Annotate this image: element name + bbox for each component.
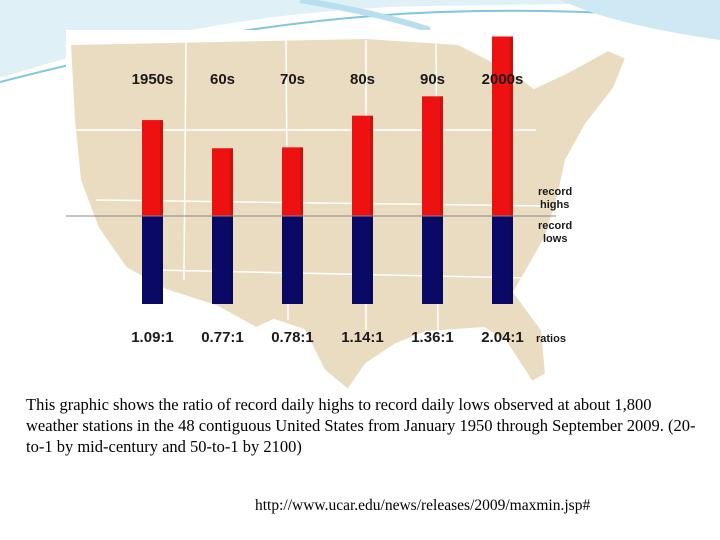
decade-label-2000s: 2000s: [482, 71, 524, 88]
bars-layer: [142, 36, 513, 305]
chart-caption: This graphic shows the ratio of record d…: [26, 395, 696, 456]
bar-record-lows-60s: [212, 216, 233, 304]
bar-record-highs-80s: [352, 115, 373, 216]
bar-shadow-70s: [300, 147, 303, 304]
bar-shadow-80s: [370, 115, 373, 305]
decade-label-1950s: 1950s: [132, 71, 174, 88]
record-highs-label-line2: highs: [540, 199, 569, 211]
decade-label-60s: 60s: [210, 71, 235, 88]
chart-canvas: 1950s 1.09:1 60s 0.77:1 70s 0.78:1 80s 1.14:1 90…: [66, 30, 642, 390]
bar-record-lows-2000s: [492, 216, 513, 304]
labels-layer: 1950s 1.09:1 60s 0.77:1 70s 0.78:1 80s 1.14:1 90…: [131, 71, 524, 346]
source-url-link[interactable]: http://www.ucar.edu/news/releases/2009/m…: [255, 497, 591, 514]
bar-record-lows-80s: [352, 216, 373, 304]
us-map-outline: [68, 36, 628, 390]
ratio-label-90s: 1.36:1: [411, 329, 454, 346]
decade-label-90s: 90s: [420, 71, 445, 88]
bar-shadow-1950s: [160, 120, 163, 304]
bar-record-highs-90s: [422, 96, 443, 216]
bar-record-highs-1950s: [142, 120, 163, 216]
bar-record-highs-60s: [212, 148, 233, 216]
ratio-chart: 1950s 1.09:1 60s 0.77:1 70s 0.78:1 80s 1.14:1 90…: [66, 30, 642, 390]
ratio-label-2000s: 2.04:1: [481, 329, 524, 346]
bar-shadow-2000s: [510, 36, 513, 304]
record-highs-label-line1: record: [538, 186, 572, 198]
ratio-label-80s: 1.14:1: [341, 329, 384, 346]
bar-record-highs-2000s: [492, 36, 513, 217]
bar-record-lows-90s: [422, 216, 443, 304]
bar-record-lows-1950s: [142, 216, 163, 304]
ratio-label-1950s: 1.09:1: [131, 329, 174, 346]
bar-shadow-60s: [230, 148, 233, 304]
record-lows-label-line2: lows: [543, 233, 567, 245]
bar-record-lows-70s: [282, 216, 303, 304]
decade-label-70s: 70s: [280, 71, 305, 88]
bar-shadow-90s: [440, 96, 443, 304]
record-lows-label-line1: record: [538, 220, 572, 232]
bar-record-highs-70s: [282, 147, 303, 216]
decade-label-80s: 80s: [350, 71, 375, 88]
ratio-label-60s: 0.77:1: [201, 329, 244, 346]
ratios-label: ratios: [536, 333, 566, 345]
ratio-label-70s: 0.78:1: [271, 329, 314, 346]
